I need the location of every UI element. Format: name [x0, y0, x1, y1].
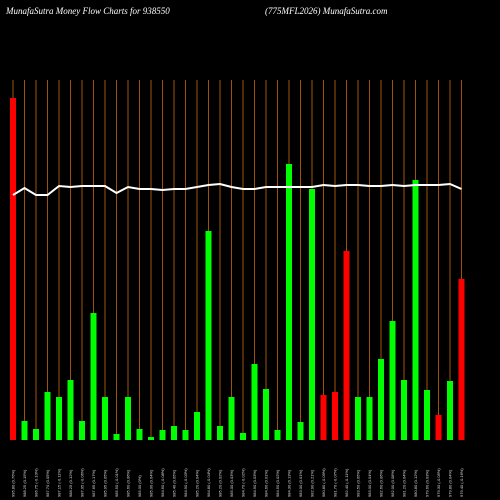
bar — [458, 279, 465, 440]
x-tick-label: 983.00 (0.01%) — [298, 469, 303, 497]
bar — [67, 380, 74, 440]
x-tick-label: 979.30 (-0.05%) — [436, 468, 441, 497]
bar — [90, 313, 97, 440]
x-tick-label: 985.20 (0.04%) — [195, 469, 200, 497]
bar — [320, 395, 327, 440]
x-tick-label: 984.60 (0.01%) — [264, 469, 269, 497]
x-tick-label: 984.50 (0.02%) — [275, 469, 280, 497]
x-tick-label: 985.95 (0.05%) — [103, 469, 108, 497]
bar — [366, 397, 373, 440]
bar — [194, 412, 200, 440]
x-tick-label: 983.50 (0.05%) — [356, 469, 361, 497]
bar — [228, 397, 235, 440]
bar — [343, 251, 350, 440]
x-tick-label: 982.90 (0.21%) — [310, 469, 315, 497]
bar — [148, 437, 154, 440]
bar — [79, 421, 85, 440]
x-tick-label: 982.60 (0.06%) — [379, 469, 384, 497]
x-tick-label: 985.00 (0.03%) — [229, 469, 234, 497]
x-tick-label: 981.70 (-0.07%) — [333, 468, 338, 497]
bar — [286, 164, 292, 440]
bar — [435, 415, 442, 440]
bar — [401, 380, 407, 440]
bar — [113, 434, 120, 440]
x-tick-label: 984.60 (-0.08%) — [160, 468, 165, 497]
x-tick-label: 982.40 (-0.11%) — [344, 468, 349, 497]
x-tick-label: 980.80 (0.12%) — [413, 469, 418, 497]
bar — [263, 389, 269, 440]
x-tick-label: 984.90 (-0.03%) — [183, 468, 188, 497]
bar — [10, 98, 16, 440]
x-tick-label: 981.20 (0.04%) — [402, 469, 407, 497]
bar — [159, 430, 166, 440]
bar — [56, 397, 62, 440]
x-tick-label: 995.80 (0.76%) — [11, 469, 16, 497]
bar — [378, 359, 384, 440]
x-tick-label: 988.25 (0.12%) — [68, 469, 73, 497]
x-tick-label: 987.05 (-0.06%) — [80, 468, 85, 497]
bar — [136, 429, 143, 440]
bar — [424, 390, 430, 440]
x-tick-label: 985.20 (0.02%) — [218, 469, 223, 497]
bar — [125, 397, 131, 440]
bar — [297, 422, 304, 440]
x-tick-label: 988.25 (0.15%) — [22, 469, 27, 497]
x-tick-label: 984.30 (0.13%) — [287, 469, 292, 497]
x-tick-label: 985.00 (0.04%) — [149, 469, 154, 497]
bar — [240, 433, 246, 440]
x-tick-label: 984.80 (-0.04%) — [206, 468, 211, 497]
bar — [389, 321, 396, 440]
bar — [332, 392, 338, 440]
x-tick-label: 985.40 (0.05%) — [172, 469, 177, 497]
x-tick-label: 984.70 (-0.02%) — [241, 468, 246, 497]
x-tick-label: 984.90 (0.03%) — [252, 469, 257, 497]
bar — [33, 429, 39, 440]
bar — [182, 430, 189, 440]
x-tick-label: 979.40 (-0.16%) — [459, 468, 464, 497]
bar — [44, 392, 51, 440]
x-tick-label: 979.60 (0.03%) — [425, 469, 430, 497]
bar — [171, 426, 177, 440]
bar — [274, 430, 281, 440]
x-tick-label: 985.50 (-0.01%) — [114, 468, 119, 497]
chart-title: MunafaSutra Money Flow Charts for 938550 — [5, 6, 170, 16]
x-tick-label: 985.00 (0%) — [137, 475, 142, 497]
x-tick-label: 987.70 (0.05%) — [45, 469, 50, 497]
bar — [412, 180, 419, 440]
x-tick-label: 979.80 (0.04%) — [448, 469, 453, 497]
bar — [21, 421, 28, 440]
bar — [217, 426, 223, 440]
x-tick-label: 985.60 (0.06%) — [126, 469, 131, 497]
line — [12, 182, 462, 196]
x-tick-label: 987.15 (-0.11%) — [57, 468, 62, 497]
bar — [251, 364, 258, 440]
x-tick-label: 987.65 (0.17%) — [91, 469, 96, 497]
x-tick-label: 986.75 (-0.10%) — [34, 468, 39, 497]
bar — [102, 397, 108, 440]
bar — [205, 231, 212, 440]
x-tick-label: 982.00 (0.08%) — [390, 469, 395, 497]
bar — [447, 381, 453, 440]
x-tick-label: 980.80 (-0.09%) — [321, 468, 326, 497]
chart-subtitle: (775MFL2026) MunafaSutra.com — [265, 6, 388, 16]
bar — [355, 397, 361, 440]
bar — [309, 189, 315, 440]
x-tick-label: 983.00 (0.04%) — [367, 469, 372, 497]
